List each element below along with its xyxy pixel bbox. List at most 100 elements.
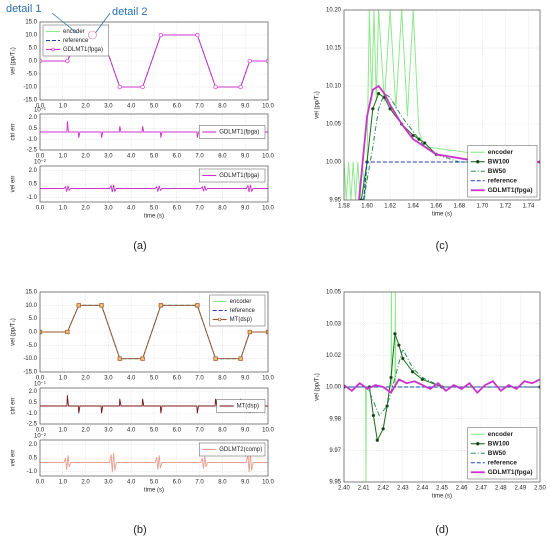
x-axis-label: time (s): [432, 494, 452, 500]
x-tick-label: 2.46: [456, 486, 468, 492]
x-tick-label: 5.0: [150, 428, 159, 434]
legend-marker: [476, 442, 480, 446]
x-tick-label: 2.47: [475, 486, 487, 492]
x-tick-label: 1.74: [523, 204, 535, 210]
marker: [265, 58, 268, 64]
y-tick-label: 0.5: [29, 400, 38, 406]
y-tick-label: -10.0: [23, 356, 37, 362]
x-tick-label: 0.0: [36, 154, 45, 160]
series-line: [363, 92, 540, 200]
legend-label: GDLMT1(fpga): [488, 187, 533, 194]
panel-label: (d): [435, 524, 448, 536]
x-tick-label: 5.0: [150, 104, 159, 110]
y-tick-label: 2.0: [29, 389, 38, 395]
y-axis-label: vel (pp/Tₛ): [11, 47, 17, 75]
y-axis-label: vel (pp/Tₛ): [315, 91, 321, 119]
y-tick-label: 15.0: [25, 290, 37, 296]
x-tick-label: 5.0: [150, 480, 159, 486]
legend-label: GDLMT1(fpga): [488, 469, 533, 476]
x-tick-label: 2.0: [81, 104, 90, 110]
x-tick-label: 3.0: [104, 104, 113, 110]
y-tick-label: 10.00: [326, 160, 342, 166]
plot-frame: [39, 113, 269, 151]
y-tick-label: 0.0: [29, 59, 38, 65]
y-tick-label: 2.0: [29, 442, 38, 448]
legend-box: [467, 145, 538, 198]
y-axis-label: ctrl err: [11, 398, 17, 415]
x-tick-label: 8.0: [218, 104, 227, 110]
legend-box: [467, 427, 538, 480]
y-tick-label: -1.0: [27, 195, 38, 201]
x-tick-label: 2.43: [397, 486, 409, 492]
y-tick-label: 10.00: [326, 385, 342, 391]
x-axis-label: time (s): [144, 214, 164, 220]
marker: [213, 84, 218, 90]
series-line: [344, 378, 540, 395]
x-tick-label: 6.0: [173, 104, 182, 110]
x-tick-label: 3.0: [104, 206, 113, 212]
y-tick-label: 0.5: [29, 182, 38, 188]
y-axis-label: vel err: [11, 176, 17, 193]
x-tick-label: 7.0: [195, 376, 204, 382]
y-tick-label: -1.0: [27, 469, 38, 475]
y-tick-label: -5.0: [27, 72, 38, 78]
x-tick-label: 9.0: [241, 376, 250, 382]
legend-label: GDLMT1(fpga): [63, 47, 103, 53]
y-tick-label: 9.95: [329, 198, 341, 204]
x-tick-label: 2.40: [338, 486, 350, 492]
x-tick-label: 2.0: [81, 154, 90, 160]
x-tick-label: 3.0: [104, 376, 113, 382]
legend-label: GDLMT1(fpga): [219, 173, 259, 179]
marker: [158, 303, 163, 308]
legend-label: reference: [63, 38, 89, 44]
x-tick-label: 7.0: [195, 428, 204, 434]
x-tick-label: 0.0: [36, 480, 45, 486]
plot-frame: [39, 439, 269, 477]
y-tick-label: -5.0: [27, 343, 38, 349]
x-tick-label: 1.72: [500, 204, 512, 210]
x-tick-label: 10.0: [262, 428, 274, 434]
y-tick-label: -15.0: [23, 370, 37, 376]
marker: [411, 133, 415, 138]
y-tick-label: 10.10: [326, 84, 342, 90]
marker: [238, 84, 243, 90]
y-tick-label: 10.15: [326, 46, 342, 52]
x-tick-label: 1.68: [453, 204, 465, 210]
x-tick-label: 7.0: [195, 104, 204, 110]
marker: [117, 356, 122, 361]
legend-marker: [217, 317, 222, 322]
plot-frame: [39, 165, 269, 203]
legend-label: encoder: [488, 431, 514, 438]
marker: [65, 58, 70, 64]
x-tick-label: 8.0: [218, 206, 227, 212]
series-line: [344, 347, 540, 417]
x-tick-label: 1.0: [59, 154, 68, 160]
x-tick-label: 9.0: [241, 154, 250, 160]
x-tick-label: 3.0: [104, 480, 113, 486]
marker: [375, 438, 379, 442]
series-line: [344, 10, 540, 200]
x-tick-label: 1.0: [59, 376, 68, 382]
marker: [371, 107, 375, 111]
x-tick-label: 1.0: [59, 480, 68, 486]
y-tick-label: -2.5: [27, 148, 38, 154]
axis-multiplier: 10⁻²: [34, 434, 46, 440]
annotation-arrow: [95, 12, 111, 34]
x-tick-label: 7.0: [195, 480, 204, 486]
y-tick-label: 10.02: [326, 353, 342, 359]
x-tick-label: 1.0: [59, 104, 68, 110]
y-tick-label: -2.5: [27, 422, 38, 428]
x-tick-label: 10.0: [262, 376, 274, 382]
x-tick-label: 1.70: [477, 204, 489, 210]
x-tick-label: 0.0: [36, 104, 45, 110]
series-line: [40, 184, 268, 193]
x-tick-label: 2.45: [436, 486, 448, 492]
y-tick-label: 0.0: [29, 330, 38, 336]
legend-label: BW50: [488, 168, 506, 175]
marker: [247, 58, 252, 64]
x-tick-label: 2.50: [534, 486, 546, 492]
plot-frame: [39, 291, 269, 373]
legend-marker: [51, 47, 55, 52]
annotation: detail 1: [6, 3, 41, 15]
legend-box: [198, 168, 266, 183]
